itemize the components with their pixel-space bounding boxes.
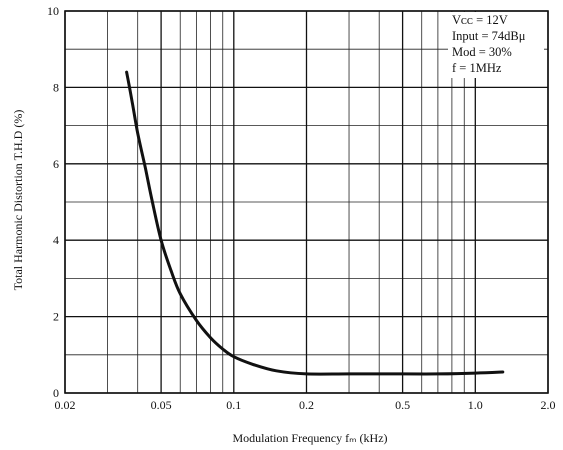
annotation-mod: Mod = 30% [452,45,512,59]
y-tick-label: 10 [47,4,59,18]
x-tick-label: 2.0 [541,398,556,412]
y-axis-label: Total Harmonic Distortion T.H.D (%) [11,110,25,291]
y-tick-labels: 0 2 4 6 8 10 [47,4,59,400]
x-tick-label: 0.5 [395,398,410,412]
x-tick-label: 0.05 [151,398,172,412]
y-tick-label: 6 [53,157,59,171]
thd-curve [125,70,505,376]
x-tick-label: 0.02 [55,398,76,412]
annotation-box [448,12,544,78]
x-tick-labels: 0.02 0.05 0.1 0.2 0.5 1.0 2.0 [55,398,556,412]
annotation-vcc: Vᴄᴄ = 12V [452,13,508,27]
x-tick-label: 0.1 [226,398,241,412]
annotation-frequency: f = 1MHz [452,61,502,75]
y-tick-label: 8 [53,80,59,94]
annotation-input: Input = 74dBμ [452,29,526,43]
y-tick-label: 2 [53,310,59,324]
x-tick-label: 1.0 [468,398,483,412]
x-tick-label: 0.2 [299,398,314,412]
y-tick-label: 0 [53,386,59,400]
plot-frame [64,10,549,394]
y-tick-label: 4 [53,233,59,247]
x-axis-label: Modulation Frequency fₘ (kHz) [232,431,387,445]
